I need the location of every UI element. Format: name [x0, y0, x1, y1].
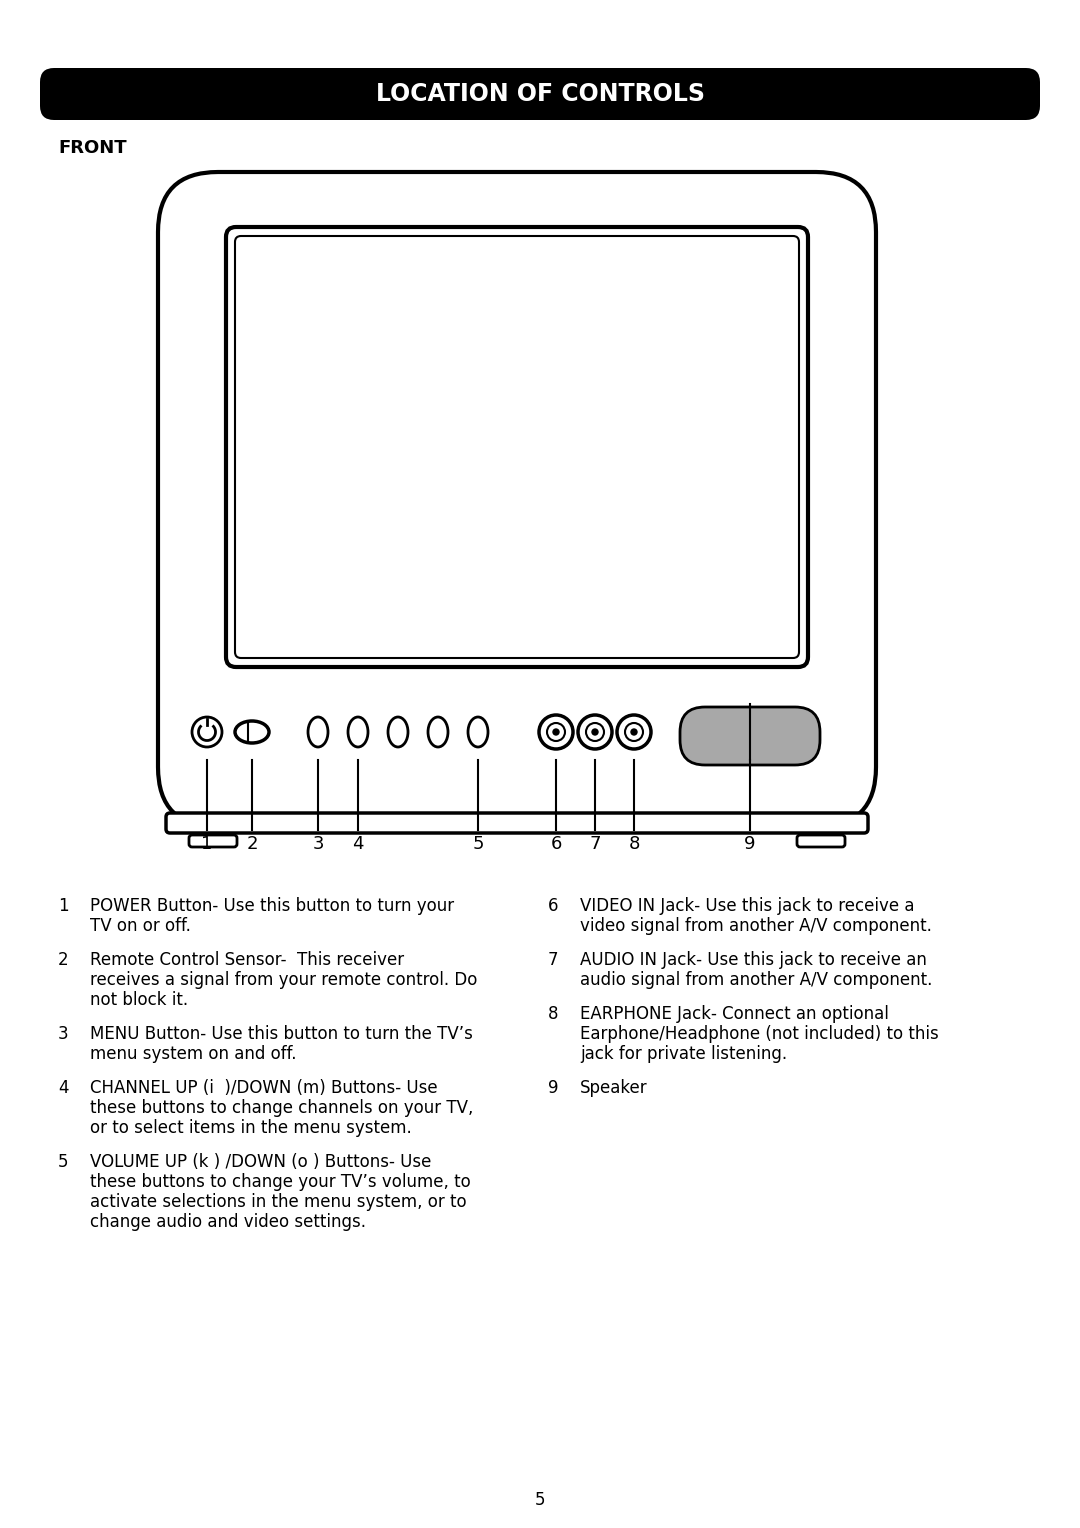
- Text: 5: 5: [472, 834, 484, 853]
- Text: 9: 9: [548, 1079, 558, 1097]
- FancyBboxPatch shape: [189, 834, 237, 847]
- Text: menu system on and off.: menu system on and off.: [90, 1045, 297, 1063]
- FancyBboxPatch shape: [680, 707, 820, 766]
- Text: receives a signal from your remote control. Do: receives a signal from your remote contr…: [90, 970, 477, 989]
- Text: LOCATION OF CONTROLS: LOCATION OF CONTROLS: [376, 83, 704, 105]
- Text: FRONT: FRONT: [58, 139, 126, 157]
- FancyBboxPatch shape: [40, 69, 1040, 121]
- Text: 7: 7: [548, 950, 558, 969]
- Text: 5: 5: [58, 1154, 68, 1170]
- Text: POWER Button- Use this button to turn your: POWER Button- Use this button to turn yo…: [90, 897, 454, 915]
- Text: 7: 7: [590, 834, 600, 853]
- Text: these buttons to change your TV’s volume, to: these buttons to change your TV’s volume…: [90, 1174, 471, 1190]
- Text: 9: 9: [744, 834, 756, 853]
- Text: or to select items in the menu system.: or to select items in the menu system.: [90, 1118, 411, 1137]
- Text: TV on or off.: TV on or off.: [90, 917, 191, 935]
- FancyBboxPatch shape: [235, 235, 799, 659]
- Text: 8: 8: [548, 1005, 558, 1024]
- Text: 5: 5: [535, 1491, 545, 1510]
- Circle shape: [592, 729, 598, 735]
- Text: Speaker: Speaker: [580, 1079, 648, 1097]
- Text: EARPHONE Jack- Connect an optional: EARPHONE Jack- Connect an optional: [580, 1005, 889, 1024]
- Text: 1: 1: [58, 897, 69, 915]
- Text: video signal from another A/V component.: video signal from another A/V component.: [580, 917, 932, 935]
- Text: 6: 6: [551, 834, 562, 853]
- FancyBboxPatch shape: [158, 173, 876, 827]
- Circle shape: [631, 729, 637, 735]
- Text: 2: 2: [58, 950, 69, 969]
- Text: 6: 6: [548, 897, 558, 915]
- Text: audio signal from another A/V component.: audio signal from another A/V component.: [580, 970, 932, 989]
- Text: these buttons to change channels on your TV,: these buttons to change channels on your…: [90, 1099, 473, 1117]
- Text: not block it.: not block it.: [90, 992, 188, 1008]
- Text: 1: 1: [201, 834, 213, 853]
- Text: VOLUME UP (k ) /DOWN (o ) Buttons- Use: VOLUME UP (k ) /DOWN (o ) Buttons- Use: [90, 1154, 431, 1170]
- Text: 8: 8: [629, 834, 639, 853]
- FancyBboxPatch shape: [166, 813, 868, 833]
- Text: 4: 4: [58, 1079, 68, 1097]
- FancyBboxPatch shape: [226, 228, 808, 668]
- Text: 2: 2: [246, 834, 258, 853]
- Text: activate selections in the menu system, or to: activate selections in the menu system, …: [90, 1193, 467, 1212]
- Text: MENU Button- Use this button to turn the TV’s: MENU Button- Use this button to turn the…: [90, 1025, 473, 1044]
- Circle shape: [553, 729, 559, 735]
- Text: 3: 3: [312, 834, 324, 853]
- Text: VIDEO IN Jack- Use this jack to receive a: VIDEO IN Jack- Use this jack to receive …: [580, 897, 915, 915]
- Text: change audio and video settings.: change audio and video settings.: [90, 1213, 366, 1232]
- Text: Remote Control Sensor-  This receiver: Remote Control Sensor- This receiver: [90, 950, 404, 969]
- Text: Earphone/Headphone (not included) to this: Earphone/Headphone (not included) to thi…: [580, 1025, 939, 1044]
- Text: 3: 3: [58, 1025, 69, 1044]
- Text: jack for private listening.: jack for private listening.: [580, 1045, 787, 1063]
- Text: CHANNEL UP (i  )/DOWN (m) Buttons- Use: CHANNEL UP (i )/DOWN (m) Buttons- Use: [90, 1079, 437, 1097]
- FancyBboxPatch shape: [797, 834, 845, 847]
- Text: 4: 4: [352, 834, 364, 853]
- Text: AUDIO IN Jack- Use this jack to receive an: AUDIO IN Jack- Use this jack to receive …: [580, 950, 927, 969]
